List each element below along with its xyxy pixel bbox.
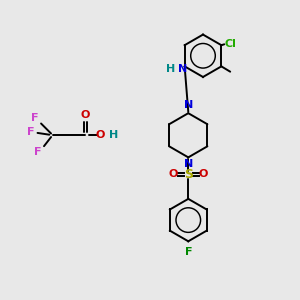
Text: Cl: Cl: [225, 39, 237, 49]
Text: S: S: [184, 168, 193, 181]
Text: O: O: [96, 130, 105, 140]
Text: F: F: [27, 127, 34, 137]
Text: O: O: [80, 110, 90, 120]
Text: N: N: [178, 64, 187, 74]
Text: F: F: [184, 247, 192, 257]
Text: F: F: [34, 147, 42, 157]
Text: N: N: [184, 159, 193, 169]
Text: F: F: [32, 112, 39, 123]
Text: O: O: [199, 169, 208, 179]
Text: O: O: [168, 169, 178, 179]
Text: H: H: [166, 64, 175, 74]
Text: N: N: [184, 100, 193, 110]
Text: H: H: [109, 130, 119, 140]
